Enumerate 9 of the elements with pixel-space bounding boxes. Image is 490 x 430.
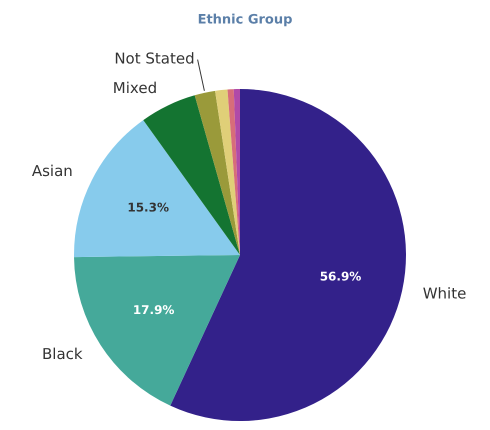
slice-label: Not Stated (114, 49, 195, 68)
slice-label: Black (42, 344, 83, 363)
data-label: 15.3% (127, 200, 169, 215)
data-label: 56.9% (320, 269, 362, 284)
chart-title: Ethnic Group (198, 12, 292, 28)
slice-label: Mixed (112, 79, 158, 98)
slice-label: White (422, 284, 466, 302)
slice-label: Asian (32, 162, 73, 180)
data-label: 17.9% (132, 303, 174, 318)
